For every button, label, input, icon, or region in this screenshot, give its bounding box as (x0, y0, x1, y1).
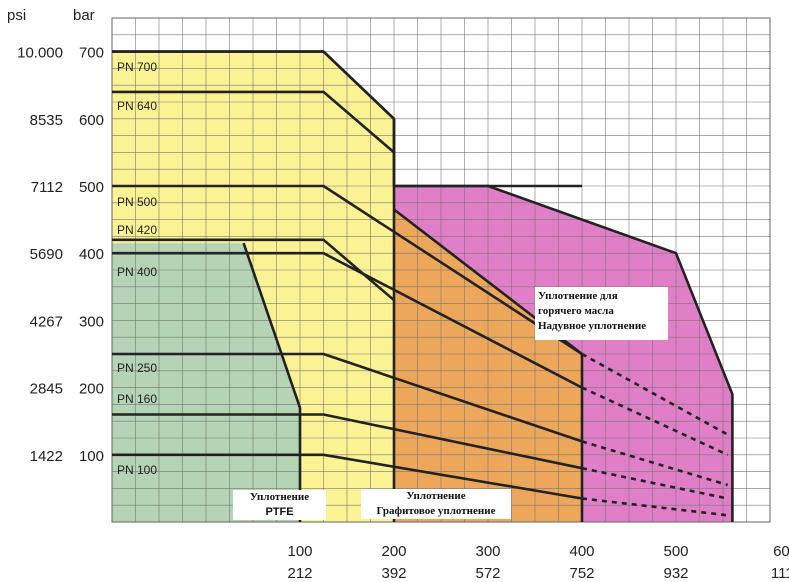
fahrenheit-tick-label: 392 (381, 565, 406, 582)
series-label-pn-500: PN 500 (117, 195, 157, 209)
bar-tick-label: 500 (79, 179, 104, 196)
psi-tick-label: 4267 (30, 313, 63, 330)
series-dashed-pn-400 (581, 386, 729, 456)
series-line-pn-640 (112, 90, 395, 154)
bar-tick-label: 400 (79, 246, 104, 263)
series-line-pn-100 (112, 453, 583, 500)
pn-series-lines (112, 50, 729, 517)
series-label-pn-100: PN 100 (117, 463, 157, 477)
bar-tick-label: 200 (79, 381, 104, 398)
hot-oil-seal-label: Уплотнение для горячего масла Надувное у… (535, 287, 668, 340)
psi-tick-label: 2845 (30, 381, 63, 398)
ptfe-seal-line-2: PTFE (265, 505, 294, 518)
celsius-tick-label: 100 (287, 543, 312, 560)
celsius-tick-label: 500 (663, 543, 688, 560)
fahrenheit-tick-label: 1112°F (771, 565, 789, 582)
bar-tick-label: 100 (79, 448, 104, 465)
bar-tick-label: 300 (79, 313, 104, 330)
bar-tick-label: 700 (79, 45, 104, 62)
fahrenheit-tick-label: 752 (569, 565, 594, 582)
psi-tick-label: 8535 (30, 112, 63, 129)
psi-tick-label: 5690 (30, 246, 63, 263)
series-dashed-pn-500 (581, 352, 729, 436)
series-line-pn-500 (112, 184, 583, 356)
celsius-tick-label: 600°C (773, 543, 789, 560)
series-label-pn-420: PN 420 (117, 223, 157, 237)
bar-tick-label: 600 (79, 112, 104, 129)
series-label-pn-160: PN 160 (117, 392, 157, 406)
graphite-seal-line-2: Графитовое уплотнение (376, 504, 496, 517)
graphite-seal-label: Уплотнение Графитовое уплотнение (361, 489, 511, 519)
series-dashed-pn-100 (581, 497, 728, 517)
region-boundary-line (242, 242, 302, 522)
series-labels: PN 700 PN 640 PN 500 PN 420 PN 400 PN 25… (117, 60, 157, 477)
series-line-pn-400 (112, 251, 583, 389)
celsius-tick-label: 200 (381, 543, 406, 560)
psi-axis-title: psi (7, 7, 26, 24)
fahrenheit-tick-label: 212 (287, 565, 312, 582)
graphite-seal-line-1: Уплотнение (406, 490, 466, 502)
series-label-pn-700: PN 700 (117, 60, 157, 74)
fahrenheit-tick-label: 572 (475, 565, 500, 582)
ptfe-seal-label: Уплотнение PTFE (233, 490, 326, 520)
plot-frame (111, 17, 771, 523)
series-label-pn-250: PN 250 (117, 361, 157, 375)
series-label-pn-640: PN 640 (117, 99, 157, 113)
hot-oil-seal-line-3: Надувное уплотнение (538, 319, 647, 332)
psi-tick-label: 1422 (30, 448, 63, 465)
series-dashed-pn-160 (581, 466, 728, 500)
ptfe-seal-line-1: Уплотнение (249, 491, 310, 503)
series-line-pn-160 (112, 413, 583, 470)
bar-axis-title: bar (73, 7, 95, 24)
series-line-pn-420 (112, 238, 395, 302)
axis-ticks: 100 200 300 400 500 600 700 1422 2845 4267 5690 711… (17, 45, 789, 582)
hot-oil-seal-line-1: Уплотнение для (538, 290, 618, 302)
celsius-tick-label: 300 (475, 543, 500, 560)
psi-tick-label: 10.000 (17, 45, 63, 62)
hot-oil-seal-line-2: горячего масла (538, 304, 614, 317)
series-line-pn-250 (112, 352, 583, 443)
fahrenheit-tick-label: 932 (663, 565, 688, 582)
series-label-pn-400: PN 400 (117, 265, 157, 279)
psi-tick-label: 7112 (31, 179, 63, 196)
celsius-tick-label: 400 (569, 543, 594, 560)
series-line-pn-700 (112, 50, 395, 120)
